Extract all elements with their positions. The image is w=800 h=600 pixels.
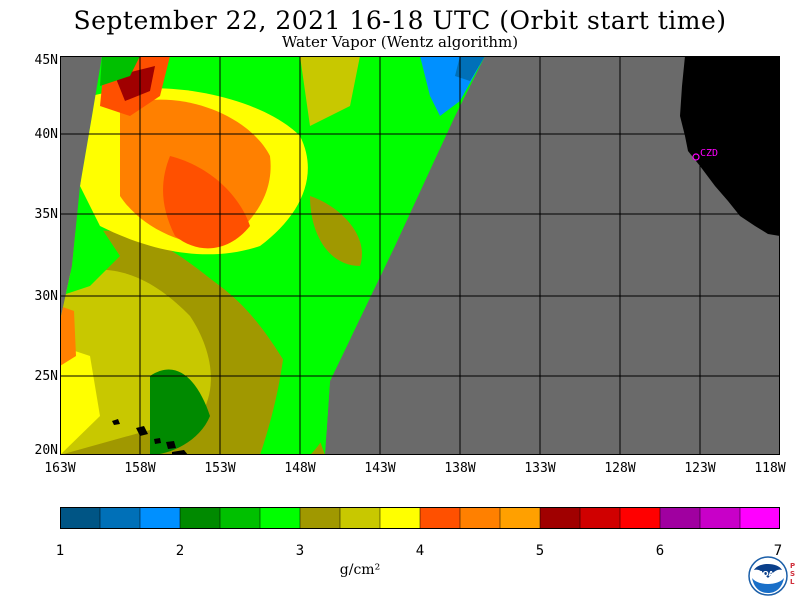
colorbar-cell	[179, 507, 221, 529]
station-marker	[692, 153, 700, 161]
colorbar-cell	[219, 507, 261, 529]
lat-label-25n: 25N	[34, 369, 58, 384]
colorbar-cell	[139, 507, 181, 529]
noaa-logo-icon: NOAA	[748, 556, 788, 596]
lon-label-123w: 123W	[684, 461, 716, 476]
colorbar-tick-6: 6	[655, 543, 665, 559]
colorbar-units: g/cm²	[339, 562, 381, 578]
page-title: September 22, 2021 16-18 UTC (Orbit star…	[73, 6, 727, 35]
lon-label-128w: 128W	[604, 461, 636, 476]
lon-label-148w: 148W	[284, 461, 316, 476]
colorbar-cell	[579, 507, 621, 529]
colorbar-tick-3: 3	[295, 543, 305, 559]
lon-label-118w: 118W	[754, 461, 786, 476]
colorbar-tick-2: 2	[175, 543, 185, 559]
colorbar-cell	[60, 507, 101, 529]
lon-label-153w: 153W	[204, 461, 236, 476]
map-gridlines	[60, 56, 780, 455]
lat-label-20n: 20N	[34, 443, 58, 458]
colorbar-tick-1: 1	[55, 543, 65, 559]
lon-label-158w: 158W	[124, 461, 156, 476]
colorbar-cell	[419, 507, 461, 529]
lon-label-163w: 163W	[44, 461, 76, 476]
page-subtitle: Water Vapor (Wentz algorithm)	[281, 33, 519, 51]
lat-label-40n: 40N	[34, 127, 58, 142]
colorbar-cell	[459, 507, 501, 529]
colorbar-cell	[339, 507, 381, 529]
colorbar-cell	[699, 507, 741, 529]
water-vapor-map: CZD	[60, 56, 780, 455]
colorbar-cell	[619, 507, 661, 529]
lon-label-133w: 133W	[524, 461, 556, 476]
lat-label-35n: 35N	[34, 207, 58, 222]
colorbar-cell	[739, 507, 780, 529]
colorbar-tick-4: 4	[415, 543, 425, 559]
svg-text:NOAA: NOAA	[757, 570, 780, 578]
lon-label-143w: 143W	[364, 461, 396, 476]
colorbar-cell	[299, 507, 341, 529]
colorbar-cell	[659, 507, 701, 529]
colorbar-cell	[99, 507, 141, 529]
colorbar	[60, 507, 780, 529]
colorbar-cell	[499, 507, 541, 529]
land-mass	[680, 56, 780, 236]
colorbar-cell	[539, 507, 581, 529]
colorbar-tick-5: 5	[535, 543, 545, 559]
lon-label-138w: 138W	[444, 461, 476, 476]
colorbar-tick-7: 7	[773, 543, 783, 559]
hawaiian-islands	[112, 419, 188, 455]
lat-label-30n: 30N	[34, 289, 58, 304]
lat-label-45n: 45N	[34, 53, 58, 68]
colorbar-cell	[379, 507, 421, 529]
colorbar-cell	[259, 507, 301, 529]
station-label: CZD	[700, 148, 718, 159]
